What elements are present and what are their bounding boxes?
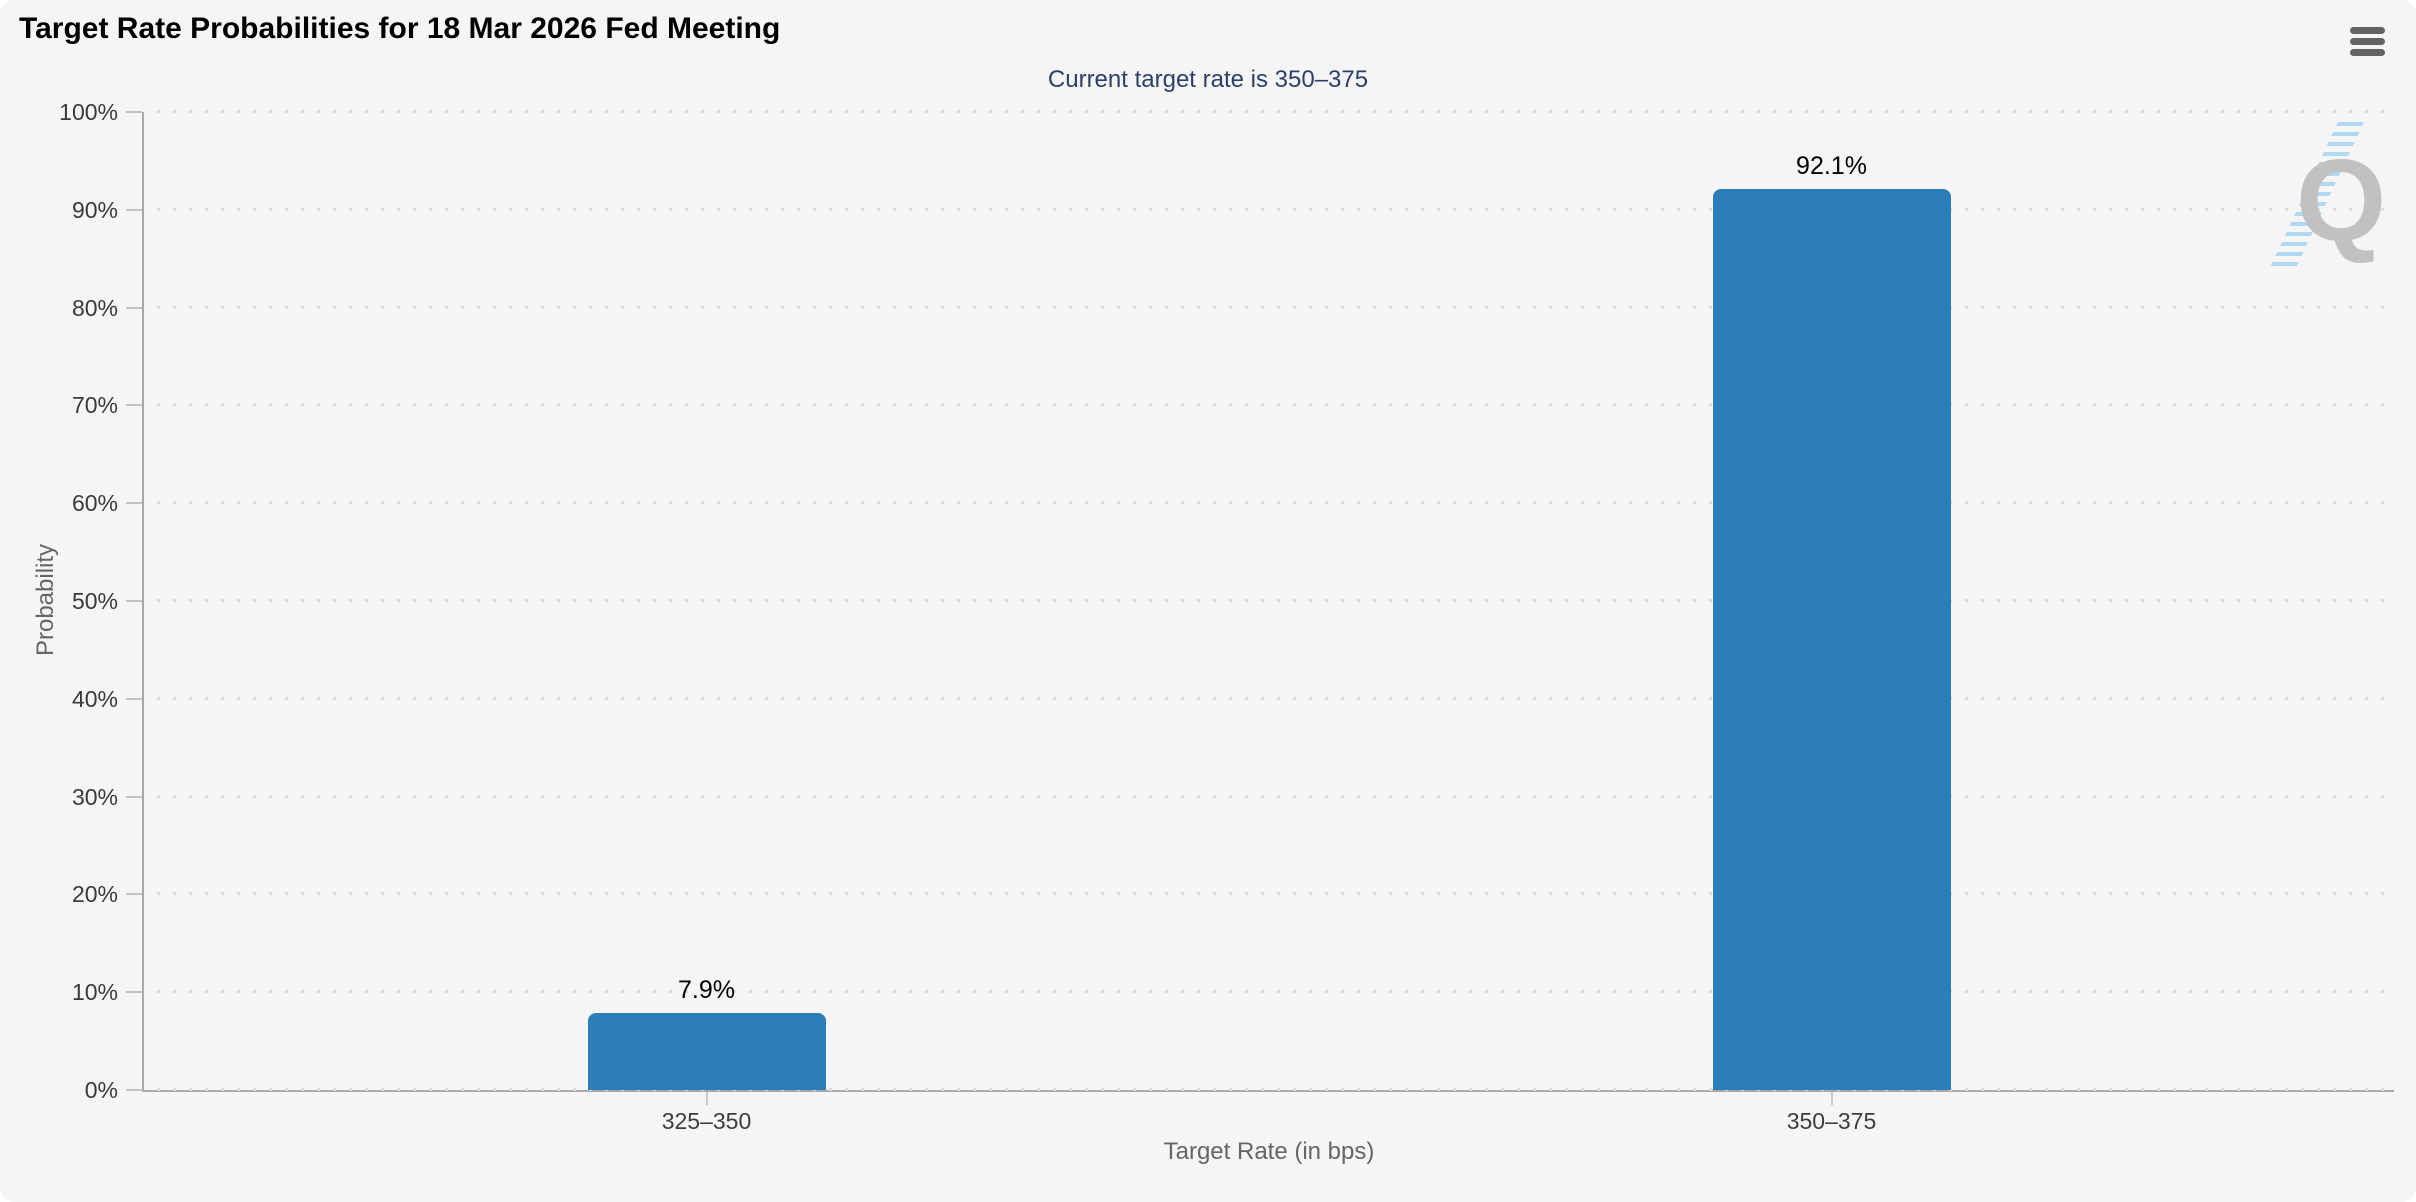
y-axis-tick-label: 80% (71, 294, 118, 321)
y-axis-tick (126, 1089, 142, 1091)
x-axis-category-label: 325–350 (661, 1108, 752, 1134)
bar-value-label: 7.9% (678, 975, 735, 1004)
y-axis-line (142, 112, 144, 1092)
y-gridline (144, 1088, 2394, 1091)
y-gridline (144, 892, 2394, 896)
y-axis-tick (126, 111, 142, 113)
y-gridline (144, 501, 2394, 505)
y-axis-tick-label: 30% (71, 783, 118, 810)
y-axis-tick (126, 991, 142, 994)
chart-title: Target Rate Probabilities for 18 Mar 202… (19, 12, 781, 45)
probability-bar[interactable] (1712, 189, 1951, 1090)
probability-bar[interactable] (587, 1012, 826, 1090)
y-axis-tick (126, 893, 142, 896)
y-axis-tick (126, 404, 142, 407)
y-gridline (144, 207, 2394, 211)
x-axis-line (142, 1090, 2394, 1092)
hamburger-bar (2350, 38, 2385, 45)
x-axis-tick (1830, 1092, 1833, 1105)
y-axis-tick-label: 10% (71, 979, 118, 1006)
x-axis-category-label: 350–375 (1786, 1108, 1877, 1134)
hamburger-bar (2350, 49, 2385, 56)
chart-subtitle: Current target rate is 350–375 (1047, 66, 1369, 93)
y-axis-tick (126, 208, 142, 211)
y-axis-tick-label: 40% (71, 685, 118, 712)
y-axis-tick-label: 100% (59, 99, 118, 125)
y-axis-tick (126, 306, 142, 309)
y-axis-tick-label: 70% (71, 392, 118, 419)
y-axis-tick-label: 0% (84, 1077, 118, 1103)
plot-area: 0% 10% 20% 30% 40% 50% 60% 70% 80% 90% 100% 7.9% 325… (59, 100, 2394, 1134)
x-axis-title: Target Rate (in bps) (1163, 1138, 1375, 1165)
y-axis-tick-label: 60% (71, 490, 118, 517)
y-gridline (144, 696, 2394, 700)
y-gridline (144, 403, 2394, 407)
y-gridline (144, 305, 2394, 309)
y-axis-title: Probability (32, 543, 59, 657)
hamburger-menu-icon[interactable] (2350, 27, 2385, 56)
y-axis-tick (126, 600, 142, 602)
y-gridline (144, 599, 2394, 602)
y-axis-tick-label: 20% (71, 881, 118, 908)
bar-value-label: 92.1% (1796, 152, 1867, 181)
y-axis-tick-label: 50% (71, 588, 118, 614)
y-axis-tick (126, 795, 142, 798)
y-gridline (144, 110, 2394, 113)
x-axis-tick (705, 1092, 708, 1105)
y-gridline (144, 990, 2394, 994)
y-axis-tick (126, 502, 142, 505)
y-axis-tick-label: 90% (71, 196, 118, 223)
y-axis-tick (126, 697, 142, 700)
hamburger-bar (2350, 27, 2385, 34)
y-gridline (144, 794, 2394, 798)
